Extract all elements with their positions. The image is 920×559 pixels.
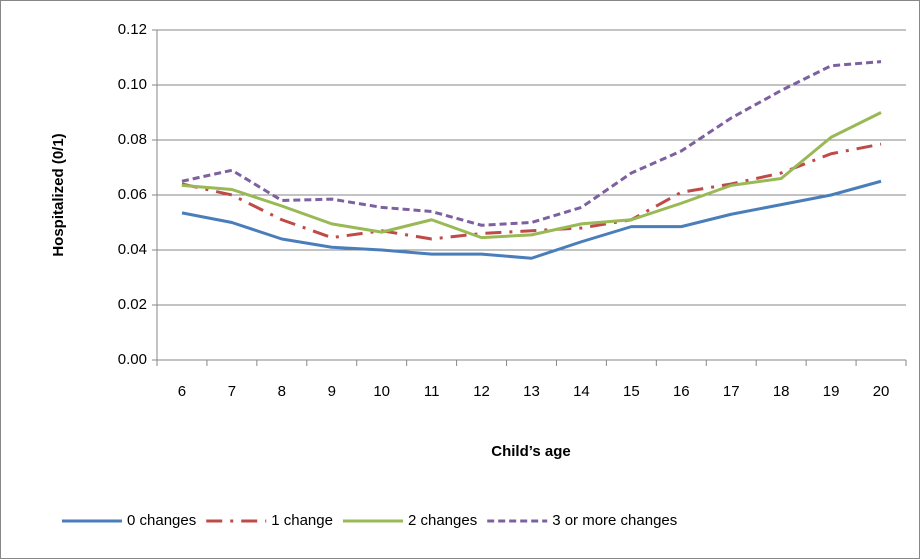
series-line [181,179,882,260]
x-tick-label: 17 [723,383,740,400]
x-tick-label: 7 [228,383,236,400]
x-tick-label: 8 [278,383,286,400]
y-tick-label: 0.12 [118,21,147,38]
x-tick-label: 10 [373,383,390,400]
x-axis-label: Child’s age [491,443,570,460]
x-tick-label: 16 [673,383,690,400]
legend-label: 0 changes [127,512,196,529]
y-tick-label: 0.08 [118,131,147,148]
x-tick-label: 14 [573,383,590,400]
x-tick-label: 19 [823,383,840,400]
y-tick-label: 0.02 [118,296,147,313]
x-tick-label: 20 [873,383,890,400]
y-axis-label: Hospitalized (0/1) [50,133,67,256]
x-tick-label: 11 [424,383,440,400]
x-tick-label: 12 [473,383,490,400]
y-tick-label: 0.00 [118,351,147,368]
y-tick-label: 0.04 [118,241,147,258]
y-tick-label: 0.10 [118,76,147,93]
series-line [181,142,882,241]
x-tick-label: 15 [623,383,640,400]
y-tick-label: 0.06 [118,186,147,203]
legend-label: 2 changes [408,512,477,529]
series-line [181,60,882,227]
legend-label: 3 or more changes [552,512,677,529]
series-line [181,111,882,240]
legend-label: 1 change [271,512,333,529]
x-tick-label: 13 [523,383,540,400]
x-tick-label: 18 [773,383,790,400]
x-tick-label: 9 [328,383,336,400]
x-tick-label: 6 [178,383,186,400]
